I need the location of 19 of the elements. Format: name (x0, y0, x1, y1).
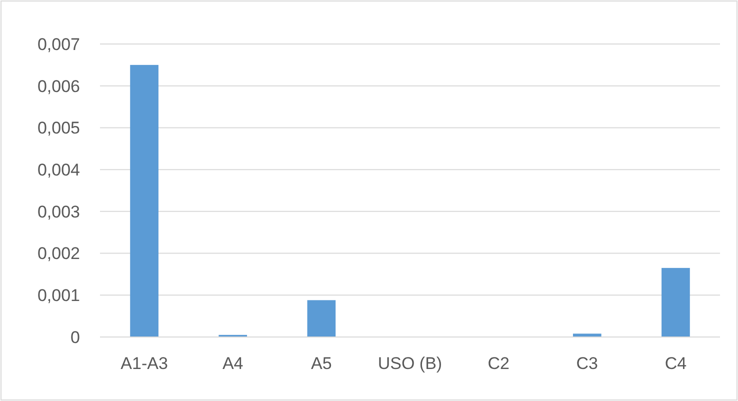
y-tick-label: 0,001 (37, 286, 80, 306)
y-tick-label: 0,003 (37, 202, 80, 222)
x-tick-label: C2 (488, 354, 510, 373)
x-tick-label: C4 (664, 354, 687, 373)
bar (130, 64, 158, 337)
x-tick-label: A5 (311, 354, 332, 373)
y-tick-label: 0,004 (37, 160, 80, 180)
y-tick-label: 0 (70, 328, 80, 347)
x-tick-label: A1-A3 (120, 354, 168, 373)
y-tick-label: 0,007 (37, 34, 80, 54)
x-tick-label: C3 (576, 354, 598, 373)
y-tick-label: 0,002 (37, 244, 80, 264)
bar (572, 334, 602, 337)
bar (307, 300, 336, 337)
y-tick-label: 0,006 (37, 76, 80, 96)
x-tick-label: A4 (222, 354, 244, 373)
y-tick-label: 0,005 (37, 118, 80, 138)
x-tick-label: USO (B) (378, 354, 442, 373)
bar (662, 268, 690, 337)
